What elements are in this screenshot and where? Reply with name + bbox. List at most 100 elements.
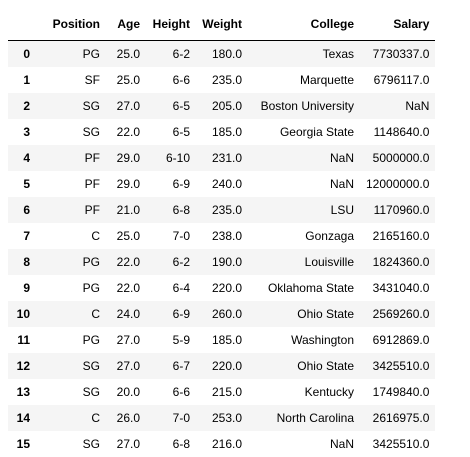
cell-college: Gonzaga [248,223,360,249]
cell-weight: 238.0 [196,223,248,249]
cell-height: 7-0 [146,223,196,249]
cell-index: 7 [8,223,42,249]
cell-college: Oklahoma State [248,275,360,301]
header-height: Height [146,8,196,41]
cell-weight: 185.0 [196,119,248,145]
cell-college: LSU [248,197,360,223]
cell-position: SG [42,379,106,405]
cell-height: 7-0 [146,405,196,431]
cell-salary: 2616975.0 [360,405,435,431]
cell-weight: 231.0 [196,145,248,171]
cell-salary: 3431040.0 [360,275,435,301]
cell-index: 6 [8,197,42,223]
cell-age: 22.0 [106,275,146,301]
cell-age: 27.0 [106,431,146,457]
cell-position: PF [42,171,106,197]
header-salary: Salary [360,8,435,41]
cell-salary: 2165160.0 [360,223,435,249]
cell-college: Texas [248,41,360,68]
header-college: College [248,8,360,41]
dataframe-output: Position Age Height Weight College Salar… [8,8,435,457]
header-row: Position Age Height Weight College Salar… [8,8,435,41]
cell-index: 5 [8,171,42,197]
table-header: Position Age Height Weight College Salar… [8,8,435,41]
cell-salary: 12000000.0 [360,171,435,197]
cell-height: 6-6 [146,67,196,93]
cell-position: SG [42,93,106,119]
cell-index: 8 [8,249,42,275]
cell-age: 29.0 [106,171,146,197]
cell-age: 27.0 [106,353,146,379]
header-weight: Weight [196,8,248,41]
cell-salary: 5000000.0 [360,145,435,171]
cell-college: Kentucky [248,379,360,405]
cell-college: Louisville [248,249,360,275]
cell-position: PF [42,145,106,171]
cell-salary: 2569260.0 [360,301,435,327]
cell-college: NaN [248,431,360,457]
cell-index: 11 [8,327,42,353]
cell-weight: 253.0 [196,405,248,431]
cell-salary: 1148640.0 [360,119,435,145]
cell-position: PG [42,249,106,275]
cell-index: 4 [8,145,42,171]
cell-index: 1 [8,67,42,93]
cell-height: 6-4 [146,275,196,301]
cell-height: 6-2 [146,41,196,68]
cell-height: 6-5 [146,93,196,119]
cell-weight: 240.0 [196,171,248,197]
cell-salary: 7730337.0 [360,41,435,68]
cell-height: 5-9 [146,327,196,353]
cell-salary: 6796117.0 [360,67,435,93]
cell-age: 27.0 [106,93,146,119]
cell-index: 3 [8,119,42,145]
header-index [8,8,42,41]
cell-index: 10 [8,301,42,327]
cell-weight: 185.0 [196,327,248,353]
cell-index: 14 [8,405,42,431]
cell-weight: 235.0 [196,197,248,223]
cell-height: 6-9 [146,171,196,197]
cell-weight: 235.0 [196,67,248,93]
cell-college: NaN [248,145,360,171]
cell-age: 27.0 [106,327,146,353]
cell-salary: 1749840.0 [360,379,435,405]
header-position: Position [42,8,106,41]
cell-index: 13 [8,379,42,405]
cell-age: 24.0 [106,301,146,327]
cell-height: 6-8 [146,431,196,457]
cell-college: North Carolina [248,405,360,431]
cell-age: 22.0 [106,119,146,145]
cell-age: 29.0 [106,145,146,171]
cell-weight: 180.0 [196,41,248,68]
cell-position: PG [42,275,106,301]
cell-weight: 220.0 [196,353,248,379]
cell-position: C [42,301,106,327]
cell-age: 21.0 [106,197,146,223]
cell-weight: 260.0 [196,301,248,327]
cell-age: 25.0 [106,67,146,93]
cell-age: 25.0 [106,41,146,68]
dataframe-table: Position Age Height Weight College Salar… [8,8,435,457]
cell-height: 6-7 [146,353,196,379]
cell-college: Marquette [248,67,360,93]
cell-age: 25.0 [106,223,146,249]
cell-index: 2 [8,93,42,119]
cell-weight: 216.0 [196,431,248,457]
cell-college: NaN [248,171,360,197]
cell-position: C [42,405,106,431]
cell-index: 0 [8,41,42,68]
cell-index: 12 [8,353,42,379]
